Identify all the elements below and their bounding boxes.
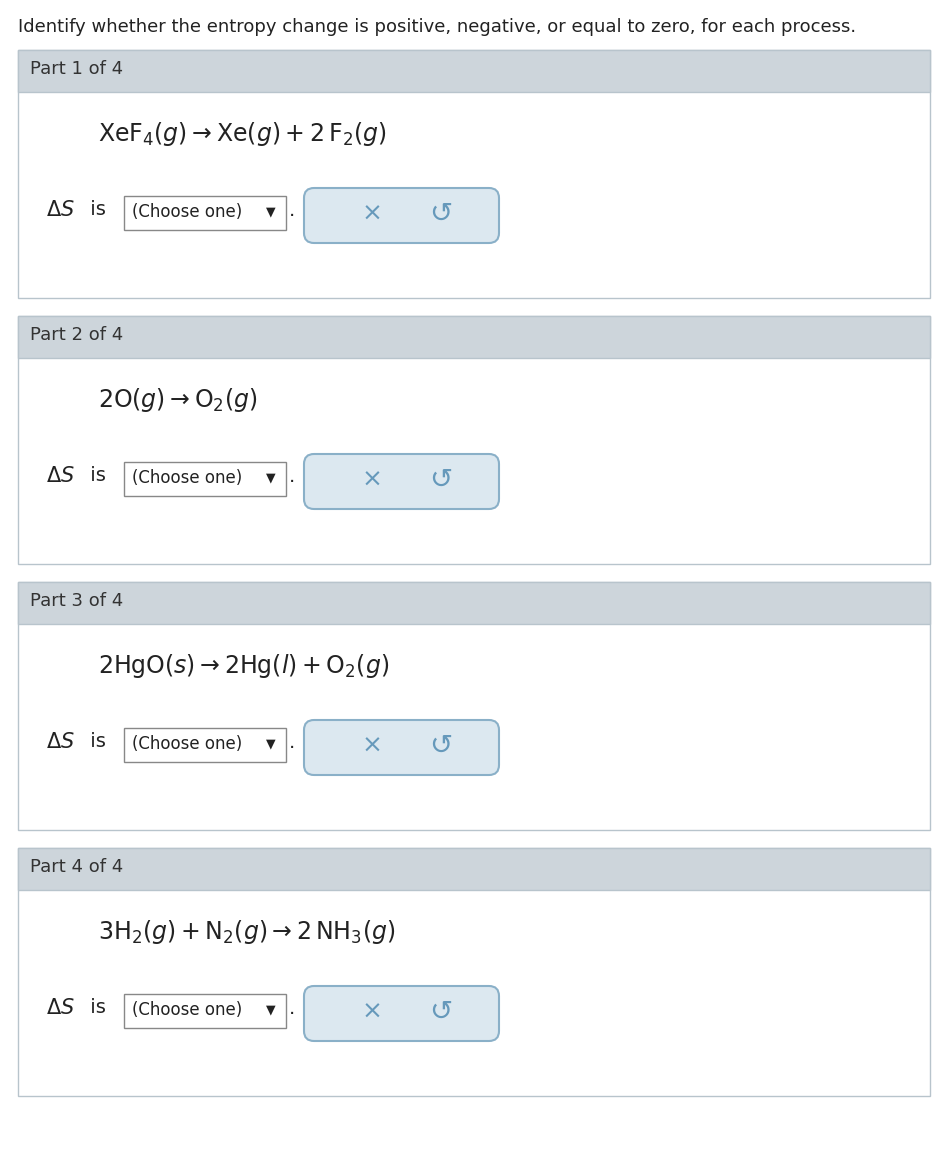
Text: Part 3 of 4: Part 3 of 4 <box>30 592 123 610</box>
Text: $\mathrm{XeF_4}(g) \rightarrow \mathrm{Xe}(g) + 2\,\mathrm{F_2}(g)$: $\mathrm{XeF_4}(g) \rightarrow \mathrm{X… <box>98 120 387 148</box>
Text: $\Delta S$: $\Delta S$ <box>46 200 75 220</box>
Text: ↺: ↺ <box>428 466 452 493</box>
Text: is: is <box>84 466 106 485</box>
Bar <box>124 994 286 1028</box>
Bar <box>124 196 286 230</box>
Text: (Choose one): (Choose one) <box>132 204 243 221</box>
Text: is: is <box>84 998 106 1017</box>
Text: .: . <box>289 733 295 752</box>
Bar <box>18 848 930 890</box>
Text: $\Delta S$: $\Delta S$ <box>46 466 75 486</box>
Text: (Choose one): (Choose one) <box>132 735 243 753</box>
Text: ×: × <box>362 999 383 1024</box>
Bar <box>124 728 286 762</box>
FancyBboxPatch shape <box>304 986 499 1041</box>
Bar <box>18 848 930 1096</box>
Bar <box>124 462 286 496</box>
Text: Part 1 of 4: Part 1 of 4 <box>30 60 123 78</box>
Text: $2\mathrm{O}(g) \rightarrow \mathrm{O_2}(g)$: $2\mathrm{O}(g) \rightarrow \mathrm{O_2}… <box>98 386 258 414</box>
Bar <box>18 316 930 358</box>
Text: ▼: ▼ <box>266 1003 276 1015</box>
Text: ×: × <box>362 734 383 758</box>
Text: ▼: ▼ <box>266 205 276 218</box>
Bar <box>18 316 930 564</box>
Text: .: . <box>289 467 295 486</box>
Text: Identify whether the entropy change is positive, negative, or equal to zero, for: Identify whether the entropy change is p… <box>18 18 856 36</box>
Text: ▼: ▼ <box>266 737 276 750</box>
Text: .: . <box>289 201 295 220</box>
Text: (Choose one): (Choose one) <box>132 469 243 486</box>
Text: $\Delta S$: $\Delta S$ <box>46 998 75 1018</box>
Text: ×: × <box>362 201 383 225</box>
Text: $\Delta S$: $\Delta S$ <box>46 733 75 752</box>
FancyBboxPatch shape <box>304 454 499 509</box>
Bar <box>18 582 930 624</box>
Bar <box>18 49 930 298</box>
Bar <box>18 49 930 92</box>
Text: (Choose one): (Choose one) <box>132 1000 243 1019</box>
FancyBboxPatch shape <box>304 720 499 775</box>
Text: .: . <box>289 999 295 1018</box>
Text: $3\mathrm{H_2}(g) + \mathrm{N_2}(g) \rightarrow 2\,\mathrm{NH_3}(g)$: $3\mathrm{H_2}(g) + \mathrm{N_2}(g) \rig… <box>98 918 395 946</box>
Text: Part 4 of 4: Part 4 of 4 <box>30 858 123 876</box>
Text: Part 2 of 4: Part 2 of 4 <box>30 325 123 344</box>
FancyBboxPatch shape <box>304 187 499 243</box>
Text: ×: × <box>362 468 383 491</box>
Text: is: is <box>84 733 106 751</box>
Text: $2\mathrm{HgO}(s) \rightarrow 2\mathrm{Hg}(l) + \mathrm{O_2}(g)$: $2\mathrm{HgO}(s) \rightarrow 2\mathrm{H… <box>98 652 390 680</box>
Bar <box>18 582 930 830</box>
Text: is: is <box>84 200 106 218</box>
Text: ▼: ▼ <box>266 472 276 484</box>
Text: ↺: ↺ <box>428 731 452 759</box>
Text: ↺: ↺ <box>428 199 452 228</box>
Text: ↺: ↺ <box>428 997 452 1026</box>
